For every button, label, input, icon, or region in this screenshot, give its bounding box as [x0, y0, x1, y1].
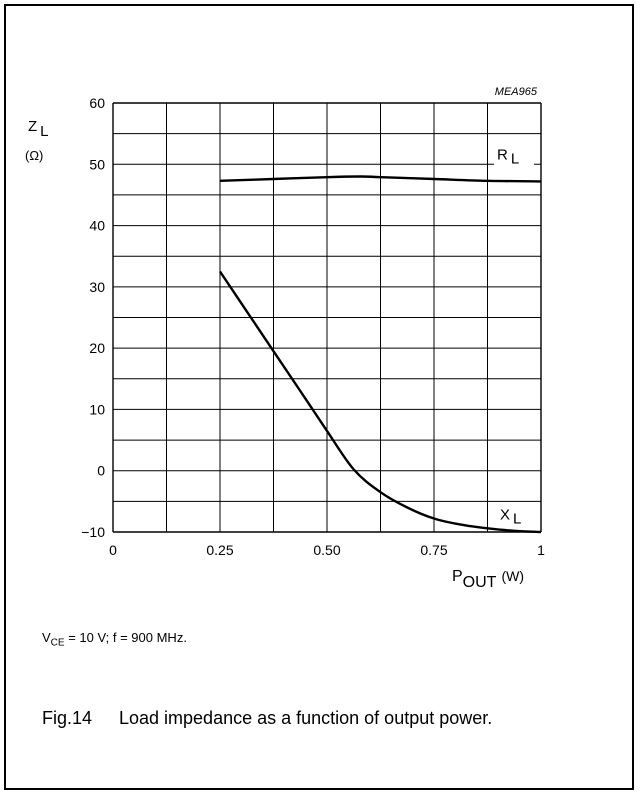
x-axis-label: POUT (W): [452, 568, 524, 591]
test-conditions: VCE = 10 V; f = 900 MHz.: [42, 630, 187, 649]
series-label-bg: [497, 504, 537, 527]
y-tick-label: 10: [89, 401, 105, 417]
figure-caption: Fig.14 Load impedance as a function of ou…: [42, 705, 602, 731]
y-tick-label: 50: [89, 156, 105, 172]
y-tick-label: −10: [81, 524, 105, 540]
x-tick-label: 1: [537, 542, 545, 558]
x-tick-label: 0.25: [206, 542, 233, 558]
x-tick-label: 0.50: [313, 542, 340, 558]
y-tick-label: 60: [89, 95, 105, 111]
y-axis-unit: (Ω): [25, 148, 43, 163]
series-line-rl: [219, 175, 542, 183]
figure-code: MEA965: [495, 86, 538, 98]
y-tick-label: 20: [89, 340, 105, 356]
chart-grid: [112, 102, 542, 533]
y-tick-label: 40: [89, 218, 105, 234]
figure-frame: [4, 4, 634, 790]
x-tick-label: 0.75: [420, 542, 447, 558]
series-line-xl: [219, 270, 542, 534]
y-tick-label: 30: [89, 279, 105, 295]
caption-text: Load impedance as a function of output p…: [119, 708, 493, 728]
figure-number: Fig.14: [42, 708, 93, 728]
chart-series: [219, 175, 542, 534]
y-tick-label: 0: [97, 463, 105, 479]
series-label-bg: [494, 144, 534, 167]
x-tick-label: 0: [109, 542, 117, 558]
